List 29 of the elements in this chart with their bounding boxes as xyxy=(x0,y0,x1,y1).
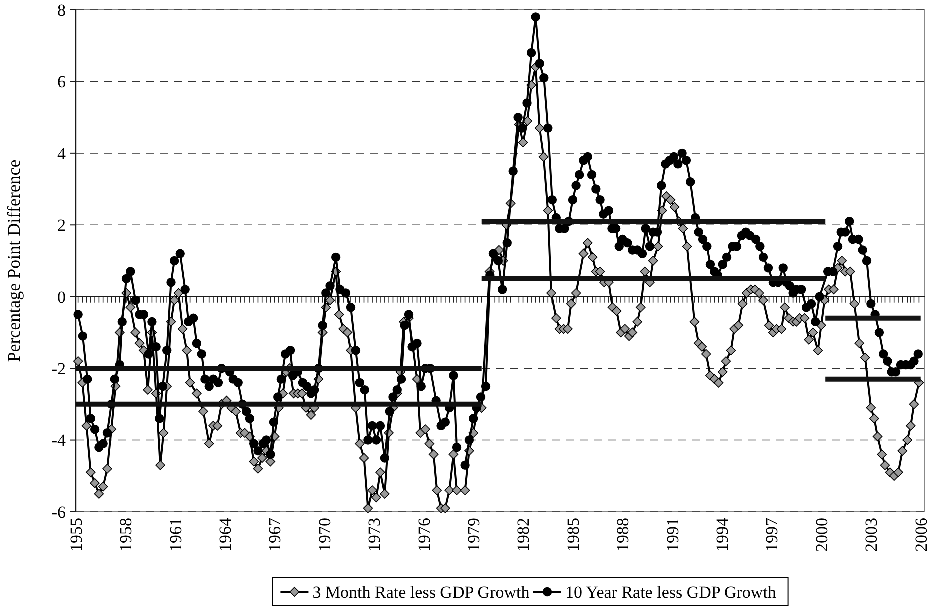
y-tick-label: 6 xyxy=(58,72,66,92)
y-tick-label: 0 xyxy=(58,288,66,307)
x-tick-label: 2003 xyxy=(862,518,882,552)
x-tick-label: 1964 xyxy=(216,518,236,552)
x-tick-label: 1961 xyxy=(166,518,186,552)
x-tick-label: 1982 xyxy=(514,518,534,552)
x-tick-label: 2006 xyxy=(912,518,927,552)
y-tick-label: 2 xyxy=(58,216,66,236)
x-tick-label: 1991 xyxy=(663,518,682,552)
x-tick-label: 1955 xyxy=(66,518,86,552)
y-tick-label: -4 xyxy=(52,431,66,450)
x-tick-label: 1973 xyxy=(365,518,384,552)
x-tick-label: 1976 xyxy=(414,518,434,552)
x-tick-label: 1985 xyxy=(564,518,583,552)
y-tick-label: 8 xyxy=(58,0,66,20)
x-tick-label: 1970 xyxy=(315,518,334,552)
x-tick-label: 1958 xyxy=(116,518,136,552)
x-tick-label: 1979 xyxy=(464,518,484,552)
y-tick-label: -6 xyxy=(52,502,66,522)
x-tick-label: 2000 xyxy=(812,518,832,552)
y-tick-label: -2 xyxy=(52,360,66,379)
legend-label: 3 Month Rate less GDP Growth xyxy=(312,583,530,602)
y-axis-title: Percentage Point Difference xyxy=(4,160,24,362)
legend-label: 10 Year Rate less GDP Growth xyxy=(566,583,777,602)
y-tick-label: 4 xyxy=(58,144,66,164)
x-tick-label: 1967 xyxy=(266,518,285,552)
x-tick-label: 1994 xyxy=(713,518,732,552)
x-tick-label: 1997 xyxy=(762,518,782,552)
x-tick-label: 1988 xyxy=(614,518,633,552)
